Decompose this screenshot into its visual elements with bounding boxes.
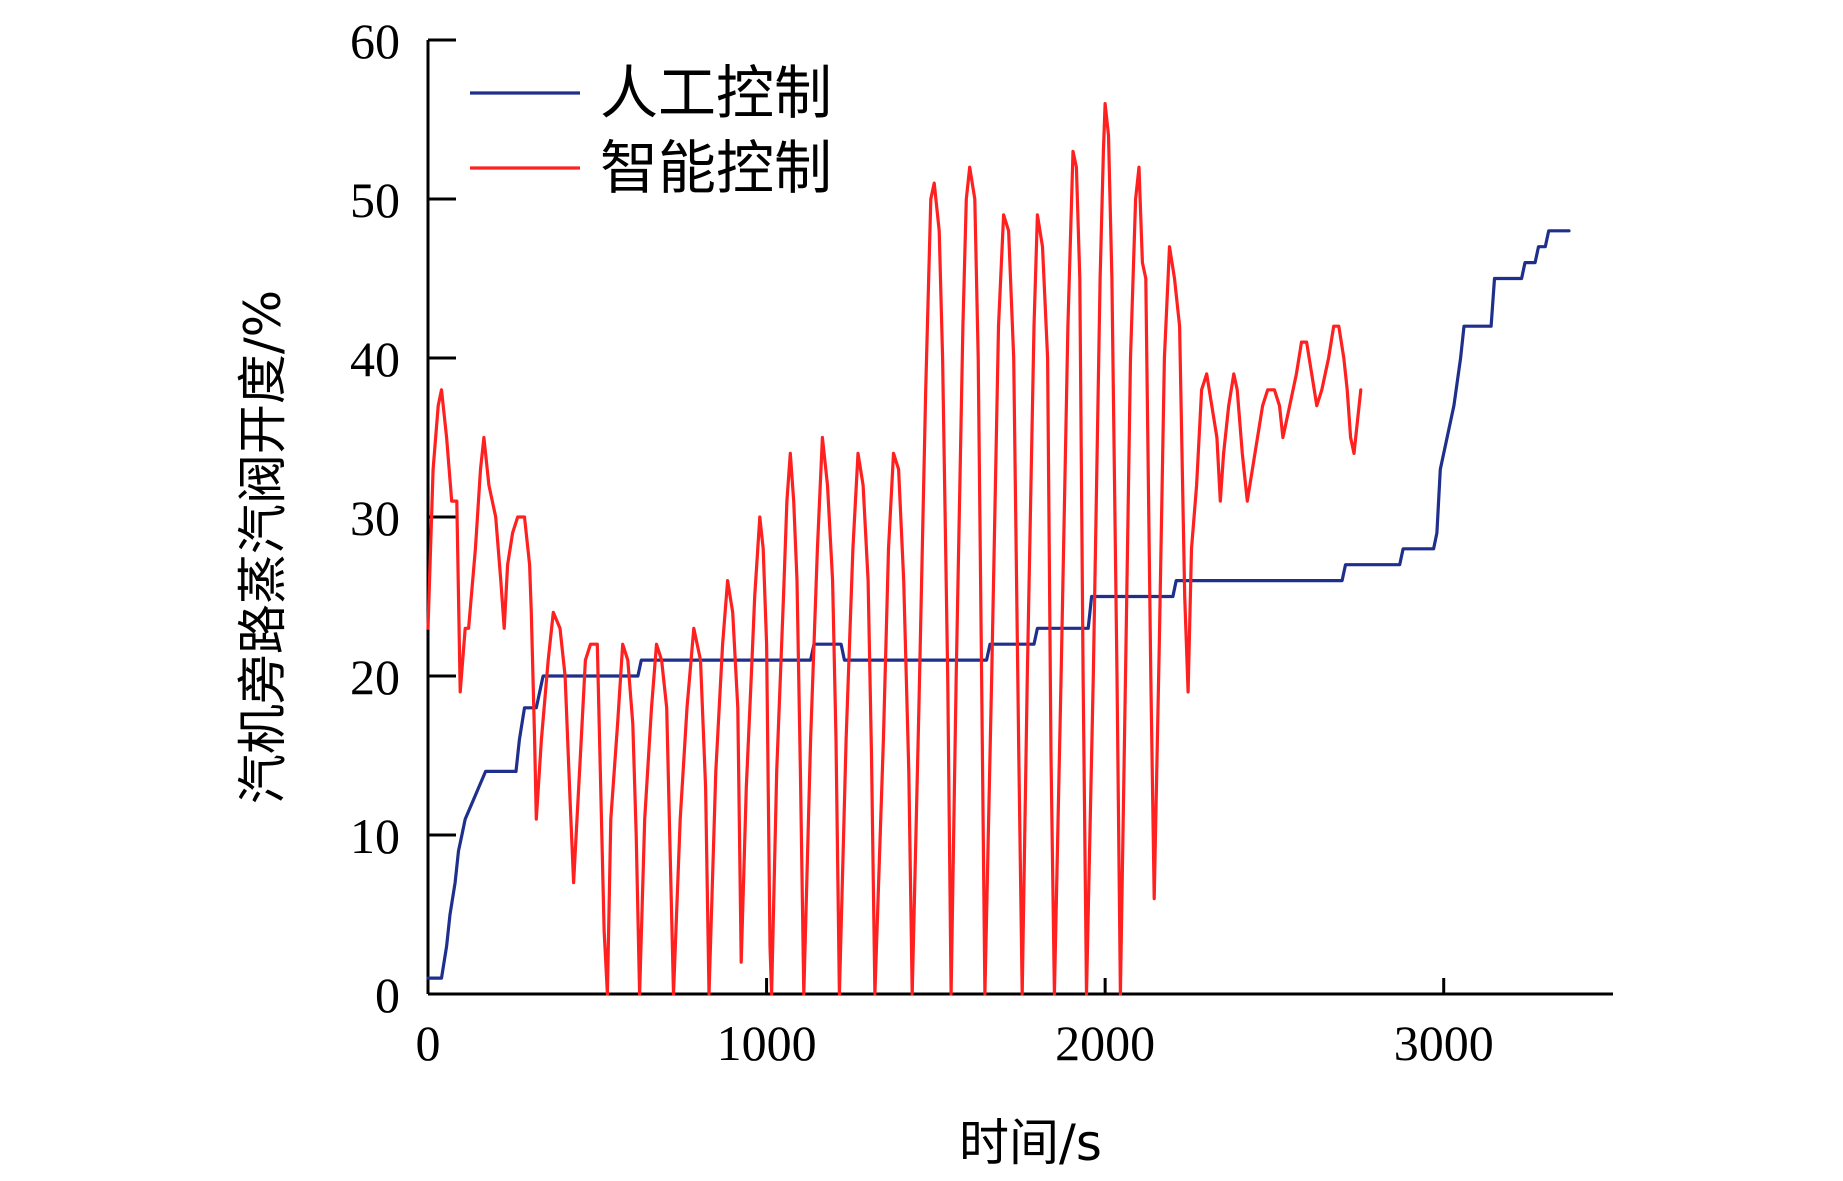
series-line-1 bbox=[426, 229, 1571, 980]
series-line-2 bbox=[426, 102, 1363, 996]
x-tick-label: 0 bbox=[416, 1015, 441, 1071]
y-tick-label: 60 bbox=[350, 13, 400, 69]
x-tick-label: 1000 bbox=[717, 1015, 817, 1071]
y-tick-label: 0 bbox=[375, 967, 400, 1023]
x-ticks: 0 1000 2000 3000 bbox=[416, 978, 1494, 1071]
y-tick-label: 30 bbox=[350, 490, 400, 546]
legend-label-1: 人工控制 bbox=[600, 59, 832, 127]
x-tick-label: 3000 bbox=[1394, 1015, 1494, 1071]
y-tick-label: 50 bbox=[350, 172, 400, 228]
x-axis-title: 时间/s bbox=[959, 1114, 1102, 1172]
x-tick-label: 2000 bbox=[1055, 1015, 1155, 1071]
y-ticks: 0 10 20 30 40 50 60 bbox=[350, 13, 456, 1023]
y-axis-title: 汽机旁路蒸汽阀开度/% bbox=[234, 290, 292, 804]
y-tick-label: 20 bbox=[350, 649, 400, 705]
legend-label-2: 智能控制 bbox=[600, 134, 832, 202]
plot-series bbox=[426, 102, 1571, 996]
y-tick-label: 10 bbox=[350, 808, 400, 864]
y-tick-label: 40 bbox=[350, 331, 400, 387]
